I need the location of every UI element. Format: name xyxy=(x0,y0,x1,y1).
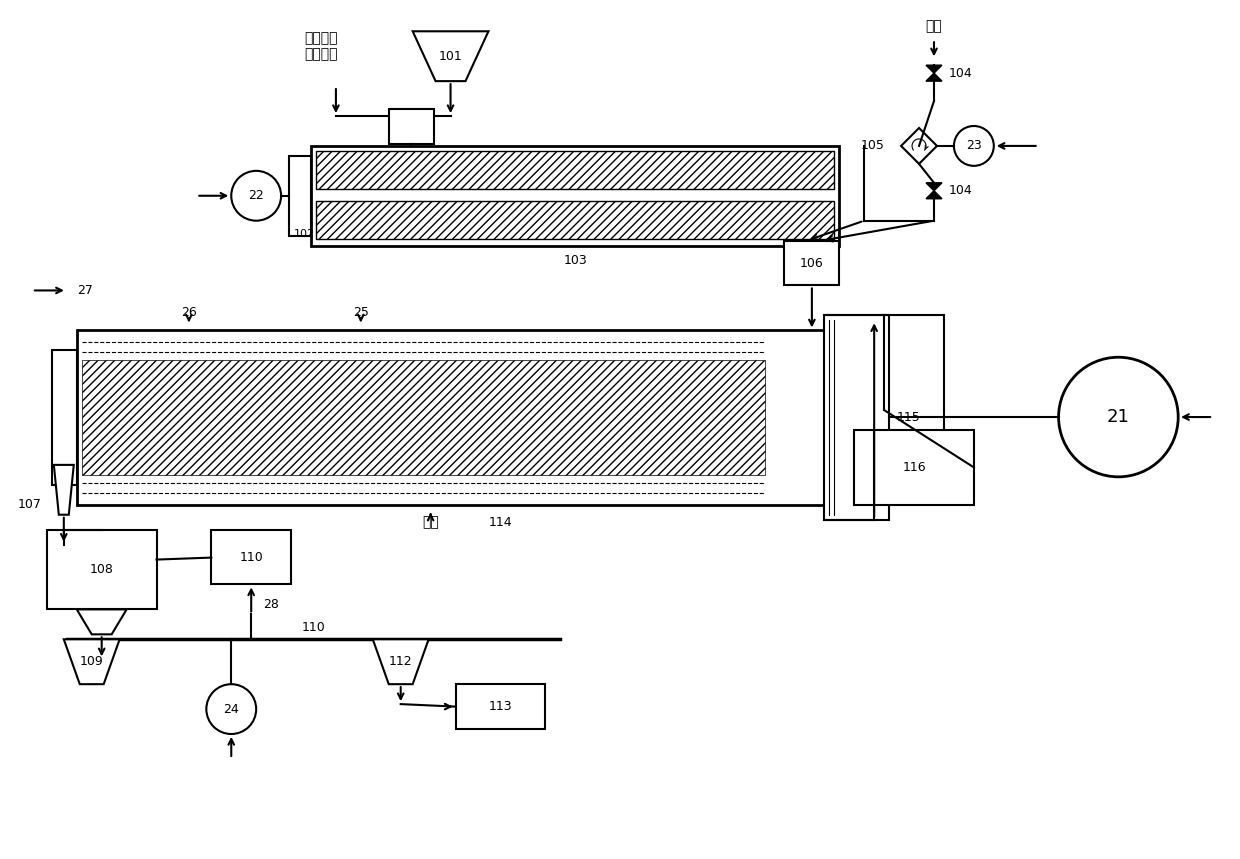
Circle shape xyxy=(232,171,281,221)
Text: 27: 27 xyxy=(77,284,93,297)
Text: 23: 23 xyxy=(966,139,982,152)
Polygon shape xyxy=(63,639,119,684)
Bar xyxy=(316,151,835,189)
Text: 102: 102 xyxy=(294,228,315,239)
Bar xyxy=(211,530,291,584)
Bar xyxy=(389,109,434,144)
Text: 107: 107 xyxy=(19,498,42,511)
Text: 21: 21 xyxy=(1107,408,1130,426)
Circle shape xyxy=(1059,357,1178,477)
Bar xyxy=(289,155,311,235)
Text: 112: 112 xyxy=(389,655,413,667)
Bar xyxy=(455,684,546,729)
Polygon shape xyxy=(53,465,73,515)
Text: 22: 22 xyxy=(248,189,264,202)
Text: 104: 104 xyxy=(949,67,972,80)
Text: 热油: 热油 xyxy=(423,515,439,530)
Bar xyxy=(52,350,77,484)
Text: 114: 114 xyxy=(489,516,512,529)
Polygon shape xyxy=(926,183,942,191)
Circle shape xyxy=(206,684,257,734)
Text: 101: 101 xyxy=(439,50,463,63)
Text: 113: 113 xyxy=(489,700,512,713)
Polygon shape xyxy=(926,191,942,198)
Text: 24: 24 xyxy=(223,703,239,716)
Polygon shape xyxy=(413,31,489,81)
Bar xyxy=(47,530,156,609)
Text: 108: 108 xyxy=(89,563,114,576)
Circle shape xyxy=(954,126,993,166)
Text: 25: 25 xyxy=(353,306,368,319)
Text: 109: 109 xyxy=(79,655,104,667)
Bar xyxy=(82,360,765,475)
Polygon shape xyxy=(77,609,126,634)
Polygon shape xyxy=(373,639,429,684)
Text: 26: 26 xyxy=(181,306,197,319)
Text: 116: 116 xyxy=(903,461,926,474)
Text: 115: 115 xyxy=(897,411,921,424)
Polygon shape xyxy=(926,73,942,81)
Text: 105: 105 xyxy=(861,139,884,152)
Text: 氥青: 氥青 xyxy=(925,19,942,34)
Bar xyxy=(825,315,889,520)
Bar xyxy=(77,331,825,505)
Text: 110: 110 xyxy=(301,621,325,634)
Text: 106: 106 xyxy=(800,257,823,270)
Text: 104: 104 xyxy=(949,185,972,198)
Bar xyxy=(311,146,839,246)
Bar xyxy=(316,201,835,239)
Text: 已预热的
各种干料: 已预热的 各种干料 xyxy=(304,31,337,61)
Bar xyxy=(854,430,973,505)
Text: 110: 110 xyxy=(239,551,263,564)
Polygon shape xyxy=(901,128,937,164)
Text: 28: 28 xyxy=(263,598,279,611)
Bar xyxy=(785,241,839,285)
Polygon shape xyxy=(926,65,942,73)
Text: 103: 103 xyxy=(563,254,587,267)
